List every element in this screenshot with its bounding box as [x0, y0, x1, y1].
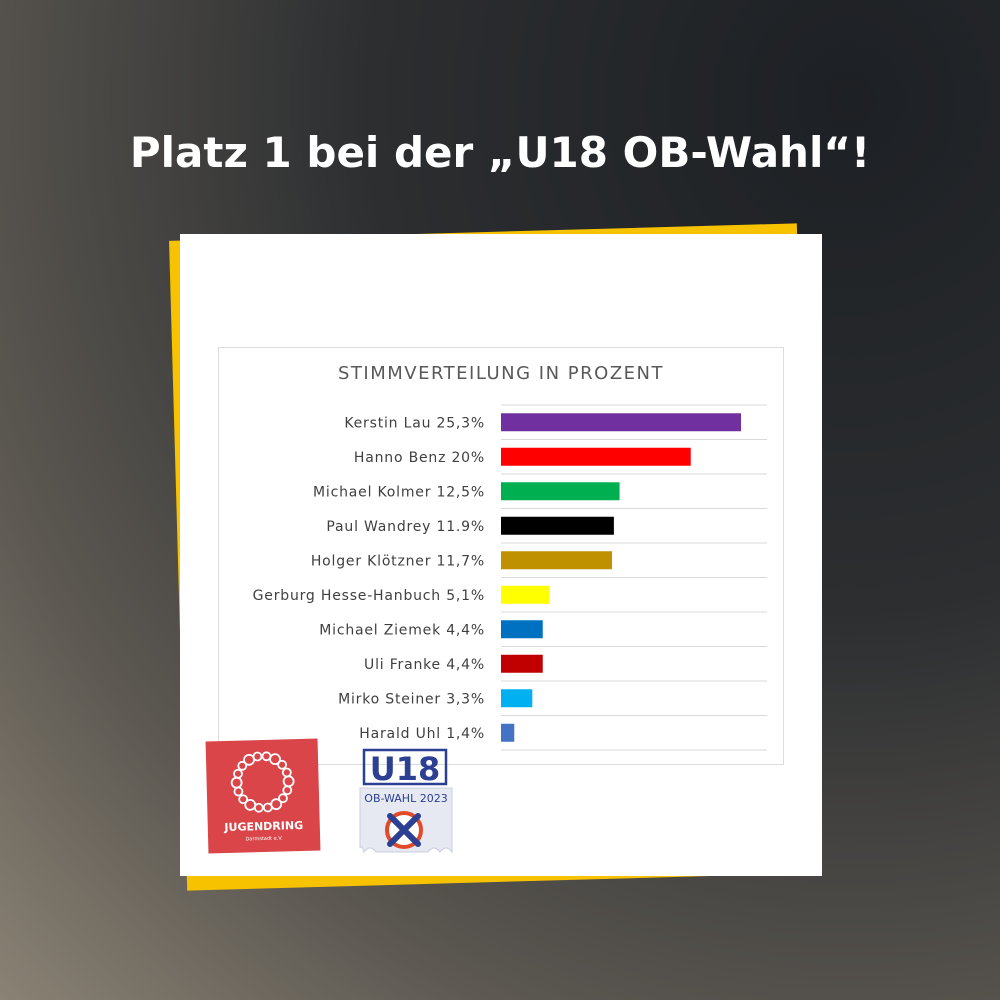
category-label-8: Uli Franke 4,4%	[364, 657, 485, 673]
bar-chart: Kerstin Lau 25,3% Hanno Benz 20% Michael K…	[253, 404, 767, 751]
ring-dot	[233, 768, 243, 779]
ring-dot	[262, 802, 273, 813]
ring-dot	[277, 759, 288, 770]
ring-dot	[282, 785, 293, 796]
bar-4	[501, 516, 614, 535]
category-label-10: Harald Uhl 1,4%	[359, 726, 485, 742]
bar-1	[501, 413, 741, 432]
category-label-2: Hanno Benz 20%	[354, 450, 485, 466]
bar-3	[501, 482, 620, 501]
bar-2	[501, 447, 691, 466]
category-label-1: Kerstin Lau 25,3%	[344, 415, 485, 431]
bar-8	[501, 654, 543, 673]
bar-5	[501, 551, 612, 570]
bar-7	[501, 620, 543, 639]
category-label-5: Holger Klötzner 11,7%	[311, 553, 485, 569]
bar-6	[501, 585, 550, 604]
ring-dot	[244, 798, 257, 811]
ring-dot	[230, 776, 243, 789]
ring-dot	[237, 760, 248, 771]
ring-dot	[252, 751, 263, 762]
bar-10	[501, 723, 515, 742]
ring-dot	[281, 767, 292, 778]
category-label-6: Gerburg Hesse-Hanbuch 5,1%	[253, 588, 485, 604]
ring-dot	[282, 775, 295, 788]
jugendring-name: JUGENDRING	[223, 819, 303, 834]
jugendring-subtitle: Darmstadt e.V.	[245, 835, 283, 842]
ring-dot	[269, 753, 281, 766]
u18-name: U18	[370, 750, 441, 788]
ring-dot	[278, 793, 288, 804]
ring-dot	[238, 794, 249, 805]
bar-9	[501, 689, 533, 708]
chart-frame: STIMMVERTEILUNG IN PROZENT Kerstin Lau 2…	[218, 347, 784, 765]
category-label-3: Michael Kolmer 12,5%	[313, 484, 485, 500]
jugendring-ring-icon	[230, 751, 295, 813]
u18-logo: U18 OB-WAHL 2023	[346, 744, 466, 862]
category-label-7: Michael Ziemek 4,4%	[319, 622, 485, 638]
ring-dot	[233, 786, 244, 797]
category-label-4: Paul Wandrey 11.9%	[326, 519, 485, 535]
chart-title: STIMMVERTEILUNG IN PROZENT	[338, 363, 664, 384]
jugendring-logo: JUGENDRING Darmstadt e.V.	[205, 738, 321, 854]
headline: Platz 1 bei der „U18 OB-Wahl“!	[129, 128, 871, 177]
category-label-9: Mirko Steiner 3,3%	[338, 691, 485, 707]
u18-subtitle: OB-WAHL 2023	[364, 792, 447, 805]
